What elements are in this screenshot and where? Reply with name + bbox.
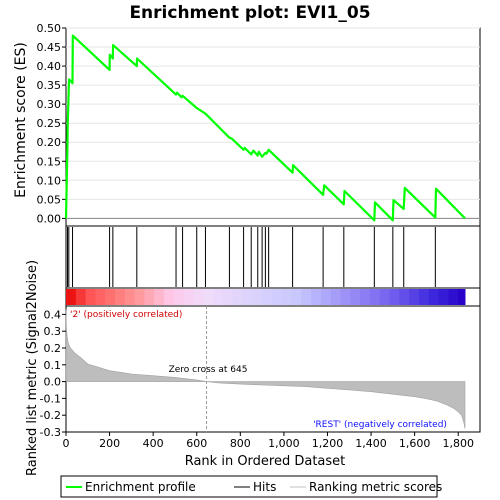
es-line-enrichment-profile [64,34,466,222]
heatmap-cell [311,289,322,305]
metric-y-tick-label: -0.3 [40,426,61,439]
positive-correlation-label: '2' (positively correlated) [70,310,182,320]
heatmap-cell [173,289,185,305]
x-axis-ticks: 0 200 400 600 800 1,000 1,200 1,400 1,600 1,800 [63,432,474,450]
metric-panel-frame [65,305,481,433]
heatmap-cell [369,289,381,305]
negative-correlation-label: 'REST' (negatively correlated) [313,420,447,430]
heatmap-cell [134,289,145,305]
metric-y-tick-label: -0.2 [40,409,61,422]
es-y-tick-label: 0.25 [37,117,62,130]
metric-y-tick-label: 0.3 [44,325,62,338]
es-y-tick-label: 0.15 [37,155,62,168]
heatmap-cell [428,289,440,305]
heatmap-cell [85,289,96,305]
es-y-tick-label: 0.10 [37,174,62,187]
heatmap-cell [389,289,400,305]
heatmap-cell [124,289,136,305]
heatmap-cell [95,289,106,305]
heatmap-cell [193,289,204,305]
metric-y-tick-label: 0.2 [44,342,62,355]
x-axis-label: Rank in Ordered Dataset [185,454,346,469]
rank-heatmap [66,289,466,305]
heatmap-cell [232,289,243,305]
ranking-metric-area [65,309,466,429]
hit-markers [67,227,436,287]
metric-y-tick-label: 0.1 [44,359,62,372]
metric-y-axis-label: Ranked list metric (Signal2Noise) [25,260,40,476]
heatmap-cell [252,289,263,305]
metric-y-ticks: -0.3 -0.2 -0.1 0.0 0.1 0.2 0.3 0.4 [40,308,66,439]
heatmap-cell [213,289,224,305]
x-tick-label: 1,400 [355,437,387,450]
x-tick-label: 200 [99,437,120,450]
legend-label-ranking-metric: Ranking metric scores [309,480,442,494]
hits-panel-frame [65,225,481,289]
heatmap-cell [66,289,77,305]
heatmap-cell [330,289,342,305]
heatmap-cell [164,289,175,305]
es-y-tick-label: 0.05 [37,193,62,206]
es-y-tick-label: 0.30 [37,98,62,111]
heatmap-cell [301,289,312,305]
x-tick-label: 1,600 [399,437,431,450]
heatmap-cell [154,289,165,305]
metric-y-tick-label: 0.0 [44,376,62,389]
x-tick-label: 0 [63,437,70,450]
es-y-tick-label: 0.00 [37,212,62,225]
legend-label-enrichment-profile: Enrichment profile [85,480,196,494]
heatmap-cell [291,289,302,305]
heatmap-cell [350,289,361,305]
zero-cross-label: Zero cross at 645 [169,365,248,375]
heatmap-cell [379,289,391,305]
heatmap-cell [242,289,253,305]
heatmap-cell [222,289,234,305]
es-gridlines [66,27,480,219]
heatmap-cell [183,289,194,305]
es-y-tick-label: 0.40 [37,60,62,73]
chart-title: Enrichment plot: EVI1_05 [129,3,370,23]
heatmap-cell [262,289,273,305]
es-y-tick-label: 0.20 [37,136,62,149]
heatmap-cell [281,289,293,305]
es-y-tick-label: 0.50 [37,22,62,35]
heatmap-cell [409,289,420,305]
heatmap-cell [115,289,126,305]
heatmap-cell [203,289,214,305]
heatmap-cell [448,289,459,305]
es-y-tick-label: 0.35 [37,79,62,92]
metric-y-tick-label: -0.1 [40,392,61,405]
heatmap-cell [75,289,87,305]
heatmap-cell [340,289,351,305]
x-tick-label: 400 [143,437,164,450]
heatmap-cell [105,289,116,305]
x-tick-label: 1,000 [268,437,300,450]
es-y-axis-label: Enrichment score (ES) [13,42,29,198]
heatmap-cell [438,289,449,305]
heatmap-cell [144,289,155,305]
heatmap-cell [458,289,466,305]
heatmap-cell [418,289,430,305]
metric-y-tick-label: 0.4 [44,308,62,321]
es-line-group [64,34,466,222]
heatmap-cell [271,289,283,305]
legend-label-hits: Hits [253,480,276,494]
heatmap-cell [360,289,371,305]
es-y-tick-label: 0.45 [37,41,62,54]
es-y-ticks: 0.00 0.05 0.10 0.15 0.20 0.25 0.30 0.35 0.40 0.45… [37,22,66,225]
metric-area-group [65,306,466,432]
x-tick-label: 1,200 [312,437,344,450]
heatmap-cell [399,289,410,305]
x-tick-label: 800 [230,437,251,450]
x-tick-label: 1,800 [442,437,474,450]
heatmap-cell [320,289,332,305]
x-tick-label: 600 [186,437,207,450]
